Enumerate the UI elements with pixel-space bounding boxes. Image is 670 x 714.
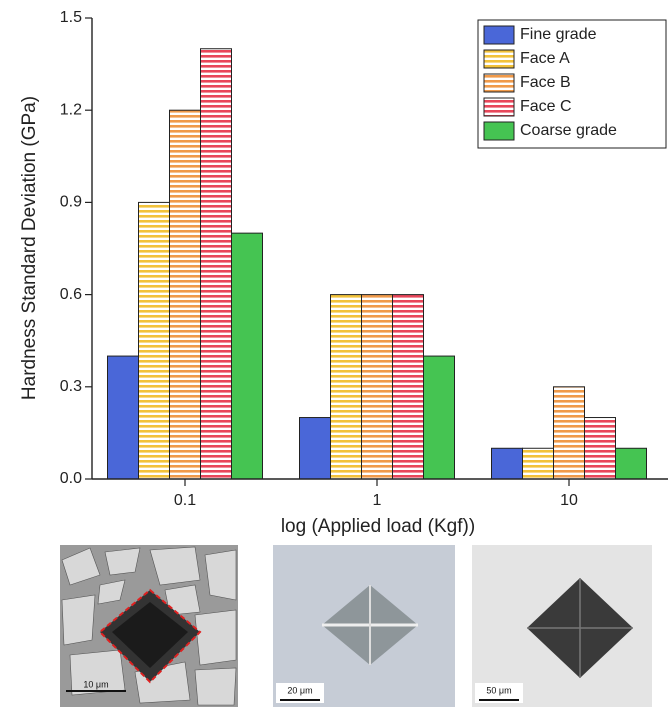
bar <box>300 418 331 479</box>
bar <box>585 418 616 479</box>
y-tick-label: 0.9 <box>60 194 82 211</box>
y-tick-label: 1.5 <box>60 9 82 26</box>
bar <box>616 448 647 479</box>
y-tick-label: 0.3 <box>60 378 82 395</box>
x-tick-label: 0.1 <box>174 492 196 509</box>
legend-swatch <box>484 98 514 116</box>
bar <box>523 448 554 479</box>
y-tick-label: 0.0 <box>60 470 82 487</box>
bar <box>424 356 455 479</box>
y-tick-label: 0.6 <box>60 286 82 303</box>
bar <box>108 356 139 479</box>
y-axis-title: Hardness Standard Deviation (GPa) <box>19 96 40 400</box>
legend-swatch <box>484 50 514 68</box>
legend-label: Face C <box>520 98 572 115</box>
scale-bar-label: 10 μm <box>83 679 108 689</box>
bar <box>170 110 201 479</box>
x-axis-title: log (Applied load (Kgf)) <box>281 516 475 537</box>
bar <box>139 202 170 479</box>
legend-label: Face A <box>520 50 570 67</box>
micrograph-optical <box>472 545 652 707</box>
bar <box>331 295 362 479</box>
bar <box>232 233 263 479</box>
legend-label: Face B <box>520 74 571 91</box>
bar <box>492 448 523 479</box>
micrograph-optical <box>273 545 455 707</box>
legend-swatch <box>484 74 514 92</box>
scale-bar-label: 50 μm <box>486 685 511 695</box>
bar <box>201 49 232 479</box>
bar <box>554 387 585 479</box>
legend-label: Coarse grade <box>520 122 617 139</box>
bar <box>362 295 393 479</box>
y-tick-label: 1.2 <box>60 101 82 118</box>
x-tick-label: 10 <box>560 492 578 509</box>
figure: log (Applied load (Kgf)) Hardness Standa… <box>0 0 670 709</box>
bar <box>393 295 424 479</box>
x-tick-label: 1 <box>373 492 382 509</box>
legend-swatch <box>484 122 514 140</box>
legend-label: Fine grade <box>520 26 597 43</box>
legend-swatch <box>484 26 514 44</box>
scale-bar-label: 20 μm <box>287 685 312 695</box>
